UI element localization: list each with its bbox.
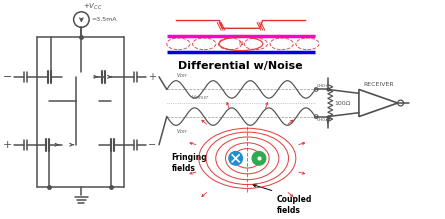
- Text: 100Ω: 100Ω: [335, 101, 351, 106]
- Text: $+V_{CC}$: $+V_{CC}$: [83, 2, 103, 12]
- Text: CH0+: CH0+: [317, 85, 330, 88]
- Text: N: N: [239, 41, 243, 46]
- Text: Coupled
fields: Coupled fields: [276, 195, 312, 215]
- Circle shape: [252, 152, 266, 165]
- Text: RECEIVER: RECEIVER: [363, 83, 394, 87]
- Text: −: −: [148, 140, 157, 150]
- Text: =3.5mA: =3.5mA: [91, 17, 117, 22]
- Text: Fringing
fields: Fringing fields: [172, 154, 207, 173]
- Text: $V_{OFFSET}$: $V_{OFFSET}$: [191, 93, 210, 102]
- Text: +: +: [3, 140, 12, 150]
- Text: $V_{DIFF}$: $V_{DIFF}$: [177, 127, 190, 136]
- Text: Differential w/Noise: Differential w/Noise: [178, 61, 303, 71]
- Text: +: +: [148, 72, 156, 82]
- Circle shape: [229, 152, 243, 165]
- Text: $V_{DIFF}$: $V_{DIFF}$: [177, 71, 190, 80]
- Text: CH0-: CH0-: [317, 118, 328, 122]
- Text: −: −: [3, 72, 12, 82]
